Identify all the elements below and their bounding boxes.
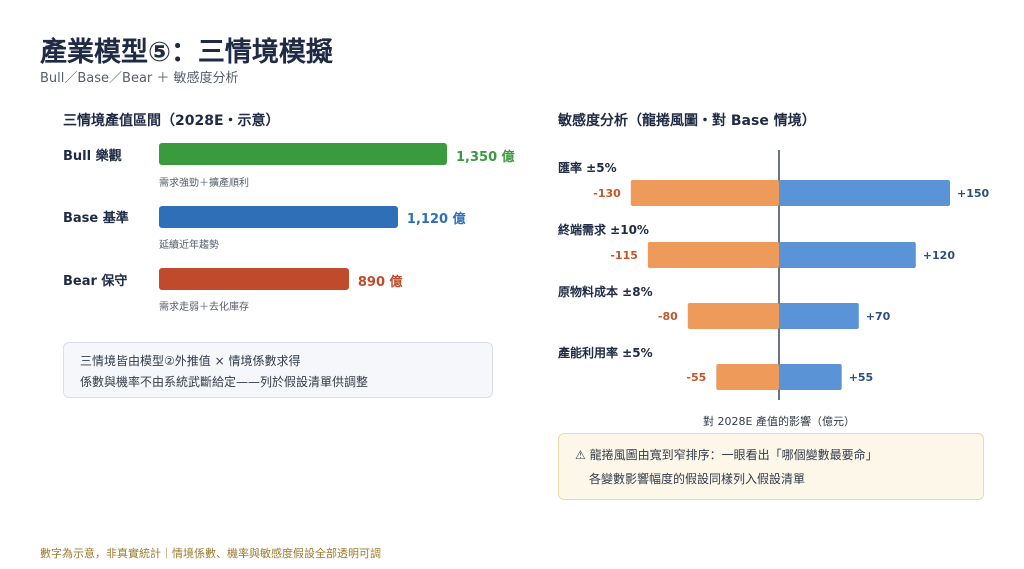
scenario-heading: 三情境產值區間（2028E・示意） [63, 113, 280, 129]
tornado-bar-negative-fx [630, 180, 779, 206]
scenario-label-bull: Bull 樂觀 [63, 149, 122, 164]
scenario-value-bear: 890 億 [357, 275, 403, 290]
tornado-category-material: 原物料成本 ±8% [558, 284, 653, 299]
tornado-category-utilization: 產能利用率 ±5% [557, 345, 653, 360]
tornado-bar-positive-fx [779, 180, 950, 206]
tornado-label-negative-demand: -115 [610, 249, 638, 262]
tornado-bar-positive-material [779, 303, 859, 329]
tornado-label-positive-fx: +150 [957, 187, 990, 200]
warning-box: ⚠ 龍捲風圖由寬到窄排序：一眼看出「哪個變數最要命」 各變數影響幅度的假設同樣列… [558, 433, 984, 500]
page-title: 產業模型⑤：三情境模擬 [40, 37, 333, 68]
warning-text-1: 龍捲風圖由寬到窄排序：一眼看出「哪個變數最要命」 [589, 448, 878, 462]
tornado-label-positive-utilization: +55 [849, 371, 874, 384]
scenario-note-bear: 需求走弱＋去化庫存 [159, 302, 249, 313]
tornado-label-negative-fx: -130 [593, 187, 621, 200]
tornado-xlabel: 對 2028E 產值的影響（億元） [703, 414, 855, 428]
scenario-value-bull: 1,350 億 [456, 150, 515, 165]
tornado-label-negative-material: -80 [658, 310, 678, 323]
warning-icon: ⚠ [575, 448, 586, 462]
tornado-label-positive-material: +70 [866, 310, 891, 323]
tornado-label-positive-demand: +120 [923, 249, 956, 262]
scenario-bar-base [159, 206, 398, 228]
note-line-2: 係數與機率不由系統武斷給定——列於假設清單供調整 [80, 375, 369, 389]
scenario-note-base: 延續近年趨勢 [159, 240, 219, 251]
scenario-label-bear: Bear 保守 [63, 274, 128, 289]
tornado-heading: 敏感度分析（龍捲風圖・對 Base 情境） [558, 113, 816, 129]
footer-note: 數字為示意，非真實統計｜情境係數、機率與敏感度假設全部透明可調 [40, 547, 381, 560]
scenario-note-bull: 需求強勁＋擴產順利 [159, 178, 249, 189]
tornado-category-fx: 匯率 ±5% [558, 160, 617, 175]
warning-line-2: 各變數影響幅度的假設同樣列入假設清單 [589, 472, 806, 486]
tornado-bar-negative-utilization [716, 364, 779, 390]
tornado-bar-negative-demand [647, 242, 779, 268]
note-box: 三情境皆由模型②外推值 × 情境係數求得 係數與機率不由系統武斷給定——列於假設… [63, 342, 493, 398]
warning-line-1: ⚠ 龍捲風圖由寬到窄排序：一眼看出「哪個變數最要命」 [575, 443, 967, 467]
scenario-bar-bear [159, 268, 349, 290]
tornado-bar-positive-utilization [779, 364, 842, 390]
tornado-bar-positive-demand [779, 242, 916, 268]
tornado-bar-negative-material [687, 303, 779, 329]
scenario-bar-bull [159, 143, 447, 165]
tornado-label-negative-utilization: -55 [686, 371, 706, 384]
note-line-1: 三情境皆由模型②外推值 × 情境係數求得 [80, 354, 301, 368]
tornado-category-demand: 終端需求 ±10% [558, 222, 649, 237]
scenario-label-base: Base 基準 [63, 211, 129, 226]
scenario-value-base: 1,120 億 [406, 212, 466, 227]
page-subtitle: Bull／Base／Bear ＋ 敏感度分析 [40, 71, 239, 86]
